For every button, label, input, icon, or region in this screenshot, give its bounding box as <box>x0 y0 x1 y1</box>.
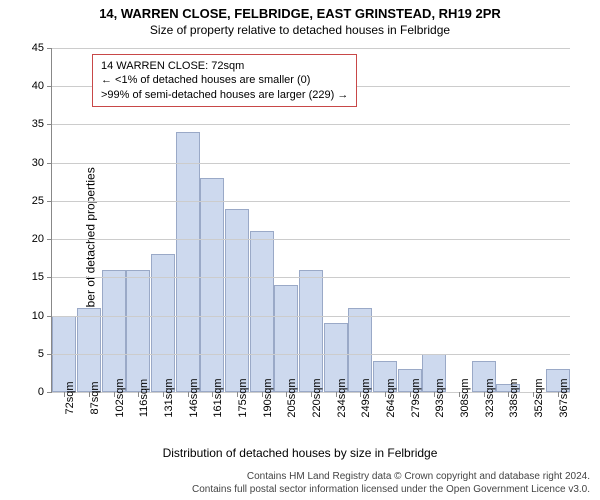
footer: Contains HM Land Registry data © Crown c… <box>192 470 590 496</box>
ytick-mark <box>47 239 52 240</box>
xtick-label: 264sqm <box>385 378 397 417</box>
xtick-label: 131sqm <box>163 378 175 417</box>
bar <box>126 270 150 392</box>
footer-line: Contains full postal sector information … <box>192 483 590 496</box>
bar <box>274 285 298 392</box>
ytick-label: 30 <box>32 157 44 169</box>
bar <box>299 270 323 392</box>
grid-line <box>52 354 570 355</box>
footer-line: Contains HM Land Registry data © Crown c… <box>192 470 590 483</box>
ytick-mark <box>47 163 52 164</box>
xtick-label: 175sqm <box>237 378 249 417</box>
xtick-label: 205sqm <box>286 378 298 417</box>
ytick-mark <box>47 277 52 278</box>
ytick-mark <box>47 124 52 125</box>
xtick-label: 234sqm <box>336 378 348 417</box>
xtick-label: 161sqm <box>212 378 224 417</box>
grid-line <box>52 163 570 164</box>
xtick-label: 323sqm <box>484 378 496 417</box>
ytick-mark <box>47 48 52 49</box>
xtick-label: 367sqm <box>558 378 570 417</box>
grid-line <box>52 48 570 49</box>
ytick-label: 25 <box>32 195 44 207</box>
ytick-mark <box>47 201 52 202</box>
bar <box>200 178 224 392</box>
ytick-mark <box>47 316 52 317</box>
ytick-mark <box>47 392 52 393</box>
xtick-label: 190sqm <box>262 378 274 417</box>
ytick-label: 10 <box>32 310 44 322</box>
bar <box>250 231 274 392</box>
xtick-label: 338sqm <box>508 378 520 417</box>
grid-line <box>52 124 570 125</box>
y-axis <box>51 48 52 392</box>
bar <box>102 270 126 392</box>
ytick-mark <box>47 86 52 87</box>
grid-line <box>52 201 570 202</box>
ytick-mark <box>47 354 52 355</box>
xtick-label: 249sqm <box>360 378 372 417</box>
bar <box>151 254 175 392</box>
infobox-line: ← <1% of detached houses are smaller (0) <box>101 73 348 87</box>
xtick-label: 87sqm <box>89 381 101 414</box>
ytick-label: 15 <box>32 271 44 283</box>
ytick-label: 0 <box>38 386 44 398</box>
xtick-label: 279sqm <box>410 378 422 417</box>
xtick-label: 116sqm <box>138 379 150 417</box>
ytick-label: 40 <box>32 80 44 92</box>
ytick-label: 45 <box>32 42 44 54</box>
info-box: 14 WARREN CLOSE: 72sqm ← <1% of detached… <box>92 54 357 107</box>
xtick-label: 352sqm <box>533 378 545 417</box>
bar <box>77 308 101 392</box>
bar <box>225 209 249 392</box>
ytick-label: 35 <box>32 118 44 130</box>
infobox-line: >99% of semi-detached houses are larger … <box>101 88 348 102</box>
x-axis-label: Distribution of detached houses by size … <box>0 446 600 460</box>
xtick-label: 72sqm <box>64 381 76 414</box>
chart-subtitle: Size of property relative to detached ho… <box>0 21 600 41</box>
xtick-label: 102sqm <box>114 378 126 417</box>
chart-title: 14, WARREN CLOSE, FELBRIDGE, EAST GRINST… <box>0 0 600 21</box>
infobox-line: 14 WARREN CLOSE: 72sqm <box>101 59 348 73</box>
xtick-label: 293sqm <box>434 378 446 417</box>
grid-line <box>52 239 570 240</box>
xtick-label: 308sqm <box>459 378 471 417</box>
grid-line <box>52 277 570 278</box>
xtick-label: 146sqm <box>188 378 200 417</box>
xtick-label: 220sqm <box>311 378 323 417</box>
plot-area: 14 WARREN CLOSE: 72sqm ← <1% of detached… <box>52 48 570 392</box>
grid-line <box>52 316 570 317</box>
chart-container: 14, WARREN CLOSE, FELBRIDGE, EAST GRINST… <box>0 0 600 500</box>
ytick-label: 20 <box>32 233 44 245</box>
ytick-label: 5 <box>38 348 44 360</box>
